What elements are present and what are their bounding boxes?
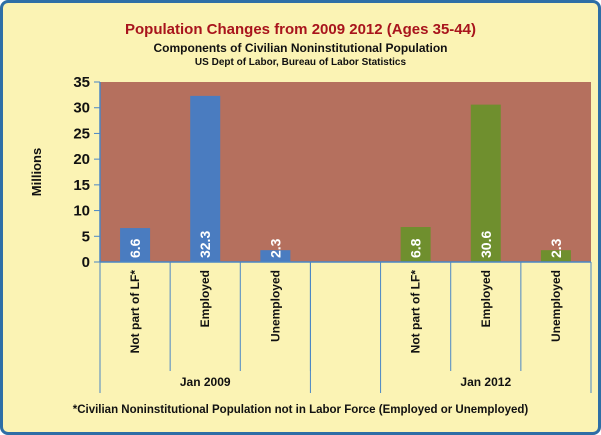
x-group-label: Jan 2009 <box>180 375 231 389</box>
x-axis: Not part of LF* Employed Unemployed Not par… <box>99 261 592 393</box>
data-label: 2.3 <box>267 238 283 258</box>
chart-title: Population Changes from 2009 2012 (Ages … <box>125 21 476 38</box>
footnote: *Civilian Noninstitutional Population no… <box>72 404 529 416</box>
y-axis-ticks: 0 5 10 15 20 25 30 35 <box>73 74 101 271</box>
data-label: 6.8 <box>408 238 424 258</box>
data-label: 6.6 <box>127 238 143 258</box>
plot-area <box>100 82 591 262</box>
y-tick-label: 25 <box>73 125 90 142</box>
x-category-label: Unemployed <box>268 270 282 342</box>
bars: 6.6 32.3 2.3 6.8 30.6 2.3 <box>120 95 571 262</box>
x-category-label: Not part of LF* <box>409 270 423 354</box>
bar <box>260 250 291 262</box>
y-tick-label: 30 <box>73 100 90 117</box>
bar <box>190 95 221 262</box>
data-label: 32.3 <box>197 231 213 258</box>
y-tick-label: 35 <box>73 74 90 91</box>
y-axis-label: Millions <box>29 148 44 196</box>
bar <box>120 228 151 262</box>
data-label: 2.3 <box>548 238 564 258</box>
x-category-label: Employed <box>198 270 212 327</box>
bar <box>400 227 431 262</box>
y-tick-label: 20 <box>73 151 90 168</box>
y-tick-label: 5 <box>82 228 90 245</box>
bar <box>470 104 501 262</box>
x-category-label: Not part of LF* <box>128 270 142 354</box>
data-label: 30.6 <box>478 231 494 258</box>
bar <box>540 250 571 262</box>
bar-chart: 0 5 10 15 20 25 30 35 6.6 32.3 2.3 6.8 30.6 2.3 Not … <box>29 74 592 393</box>
x-category-label: Unemployed <box>549 270 563 342</box>
y-tick-label: 10 <box>73 203 90 220</box>
x-group-label: Jan 2012 <box>460 375 511 389</box>
y-tick-label: 15 <box>73 177 90 194</box>
x-category-label: Employed <box>479 270 493 327</box>
chart-subtitle: Components of Civilian Noninstitutional … <box>153 41 448 55</box>
chart-source: US Dept of Labor, Bureau of Labor Statis… <box>194 57 407 68</box>
y-tick-label: 0 <box>82 254 90 271</box>
